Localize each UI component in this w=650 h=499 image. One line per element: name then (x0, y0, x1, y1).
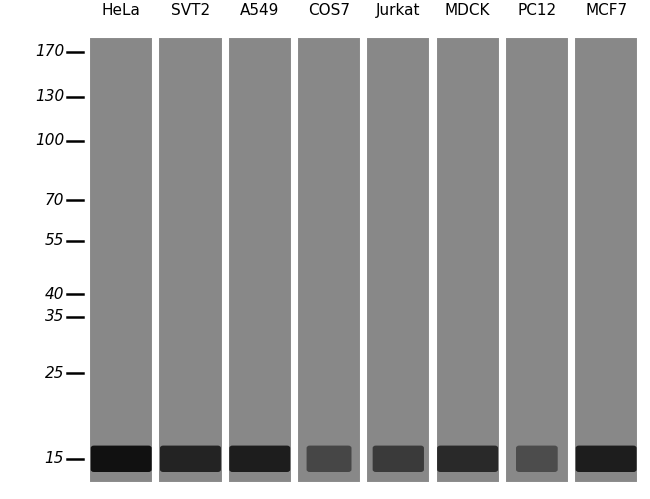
FancyBboxPatch shape (229, 446, 290, 472)
Text: 170: 170 (34, 44, 64, 59)
Text: MCF7: MCF7 (585, 3, 627, 18)
FancyBboxPatch shape (307, 446, 352, 472)
Text: HeLa: HeLa (102, 3, 140, 18)
FancyBboxPatch shape (91, 446, 151, 472)
Text: MDCK: MDCK (445, 3, 490, 18)
FancyBboxPatch shape (89, 37, 153, 483)
FancyBboxPatch shape (437, 446, 498, 472)
Text: 25: 25 (44, 366, 64, 381)
Text: COS7: COS7 (308, 3, 350, 18)
FancyBboxPatch shape (516, 446, 558, 472)
FancyBboxPatch shape (436, 37, 500, 483)
FancyBboxPatch shape (160, 446, 221, 472)
Text: 15: 15 (44, 451, 64, 466)
Text: 40: 40 (44, 287, 64, 302)
FancyBboxPatch shape (227, 37, 292, 483)
Text: 100: 100 (34, 133, 64, 148)
Text: PC12: PC12 (517, 3, 556, 18)
Text: A549: A549 (240, 3, 280, 18)
Text: 70: 70 (44, 193, 64, 208)
FancyBboxPatch shape (574, 37, 638, 483)
Text: 130: 130 (34, 89, 64, 104)
FancyBboxPatch shape (366, 37, 430, 483)
FancyBboxPatch shape (505, 37, 569, 483)
FancyBboxPatch shape (159, 37, 222, 483)
Text: 35: 35 (44, 309, 64, 324)
FancyBboxPatch shape (297, 37, 361, 483)
FancyBboxPatch shape (372, 446, 424, 472)
FancyBboxPatch shape (576, 446, 636, 472)
Text: SVT2: SVT2 (171, 3, 210, 18)
Text: Jurkat: Jurkat (376, 3, 421, 18)
Text: 55: 55 (44, 234, 64, 249)
